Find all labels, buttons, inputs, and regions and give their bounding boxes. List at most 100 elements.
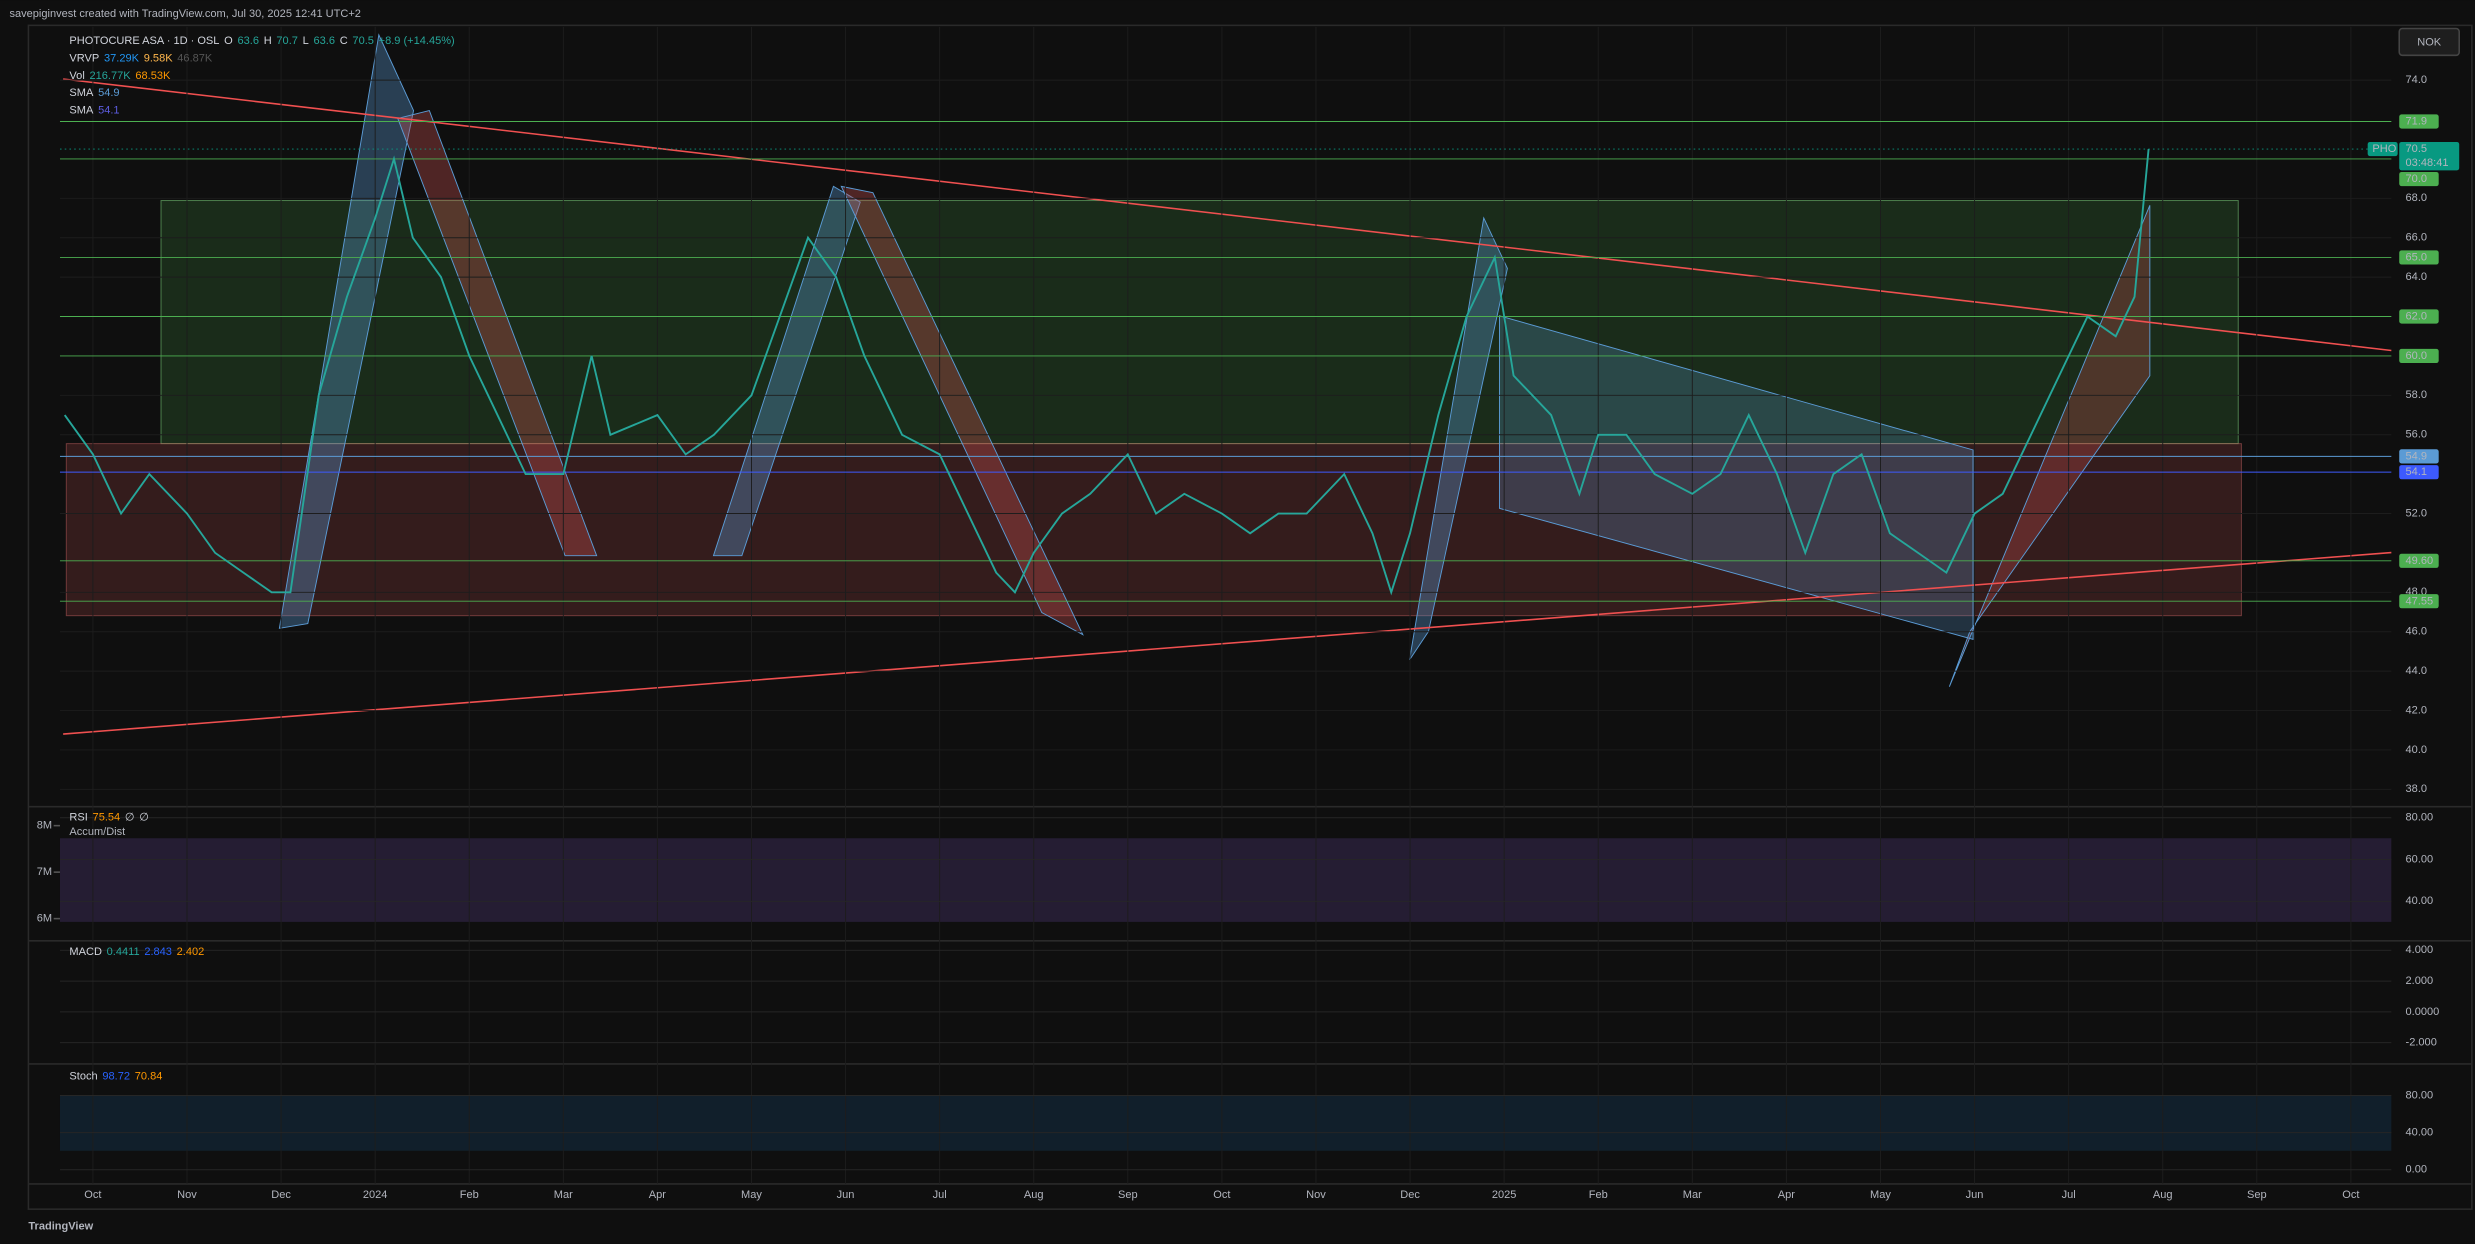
- brand: TradingView: [28, 1220, 93, 1232]
- x-tick-label: May: [1870, 1189, 1891, 1201]
- legend-row: VRVP 37.29K 9.58K 46.87K: [69, 52, 212, 64]
- x-tick-label: Sep: [1118, 1189, 1138, 1201]
- symbol-tag: [2367, 141, 2398, 157]
- price-tag: [2399, 465, 2439, 480]
- x-tick-label: Oct: [1213, 1189, 1230, 1201]
- pattern-channel: [1499, 315, 1974, 640]
- price-tag: [2399, 553, 2439, 568]
- legend-row: PHOTOCURE ASA · 1D · OSL O 63.6 H 70.7 L 63.6 C…: [69, 35, 454, 47]
- legend-item: 75.54: [93, 812, 121, 824]
- price-tag: [2399, 250, 2439, 265]
- legend-item: SMA: [69, 87, 94, 99]
- legend-item: L: [303, 35, 309, 47]
- legend-item: 2.402: [177, 946, 205, 958]
- x-tick-label: Sep: [2247, 1189, 2267, 1201]
- legend-item: H: [264, 35, 272, 47]
- stoch-band: [59, 1095, 2392, 1151]
- x-tick-label: Oct: [84, 1189, 101, 1201]
- legend-item: 70.7: [276, 35, 297, 47]
- price-tag: [2399, 348, 2439, 364]
- legend-item: Stoch: [69, 1071, 97, 1083]
- price-tag-label: 49.60: [2406, 555, 2434, 567]
- x-tick-label: Mar: [554, 1189, 573, 1201]
- legend-row: MACD 0.4411 2.843 2.402: [69, 946, 204, 958]
- legend-item: 98.72: [102, 1071, 130, 1083]
- y-tick-label: 0.00: [2406, 1164, 2427, 1176]
- x-tick-label: Mar: [1683, 1189, 1702, 1201]
- trend-line: [63, 78, 2392, 352]
- green-zone: [160, 200, 2239, 445]
- y-tick-label: 64.0: [2406, 271, 2427, 283]
- y-tick-label: 60.00: [2406, 853, 2434, 865]
- price-tag-label: 60.0: [2406, 350, 2427, 362]
- y-tick-label: 44.0: [2406, 665, 2427, 677]
- x-tick-label: Feb: [1589, 1189, 1608, 1201]
- legend-row: SMA 54.1: [69, 105, 119, 117]
- x-tick-label: May: [741, 1189, 762, 1201]
- price-tag: [2399, 449, 2439, 464]
- x-tick-label: Jun: [837, 1189, 855, 1201]
- x-tick-label: Jun: [1966, 1189, 1984, 1201]
- currency-button[interactable]: [2398, 27, 2461, 57]
- x-tick-label: Apr: [649, 1189, 666, 1201]
- x-tick-label: Dec: [1400, 1189, 1420, 1201]
- legend-item: ∅: [139, 812, 149, 824]
- pattern-leg: [1409, 216, 1508, 661]
- x-tick-label: Jul: [933, 1189, 947, 1201]
- legend-item: VRVP: [69, 52, 99, 64]
- x-tick-label: Feb: [460, 1189, 479, 1201]
- legend-item: MACD: [69, 946, 102, 958]
- x-tick-label: Nov: [177, 1189, 197, 1201]
- y2-tick-label: 8M: [37, 820, 52, 832]
- price-tag-label: 54.9: [2406, 450, 2427, 462]
- price-tag: [2399, 141, 2460, 171]
- currency-label[interactable]: NOK: [2417, 37, 2442, 49]
- pattern-leg: [712, 185, 861, 557]
- legend-item: 63.6: [314, 35, 335, 47]
- legend-item: O: [224, 35, 233, 47]
- y-tick-label: 4.000: [2406, 944, 2434, 956]
- y2-tick-label: 7M: [37, 866, 52, 878]
- x-tick-label: 2024: [363, 1189, 388, 1201]
- trend-line: [63, 551, 2392, 735]
- legend-item: PHOTOCURE ASA · 1D · OSL: [69, 35, 219, 47]
- legend-item: 68.53K: [135, 70, 171, 82]
- symbol-tag-label: PHO: [2372, 143, 2396, 155]
- price-tag: [2399, 309, 2439, 324]
- y-tick-label: 40.00: [2406, 1127, 2434, 1139]
- x-tick-label: Apr: [1778, 1189, 1795, 1201]
- rsi-band: [59, 838, 2392, 922]
- y-tick-label: 40.00: [2406, 895, 2434, 907]
- price-tag: [2399, 114, 2439, 129]
- y-tick-label: 80.00: [2406, 812, 2434, 824]
- legend-item: 37.29K: [104, 52, 140, 64]
- price-tag: [2399, 171, 2439, 187]
- y-tick-label: 56.0: [2406, 429, 2427, 441]
- y-tick-label: 58.0: [2406, 389, 2427, 401]
- legend-row: Stoch 98.72 70.84: [69, 1071, 162, 1083]
- y-tick-label: 52.0: [2406, 507, 2427, 519]
- legend-item: 63.6: [238, 35, 259, 47]
- legend-row: SMA 54.9: [69, 87, 119, 99]
- y-tick-label: 2.000: [2406, 975, 2434, 987]
- legend-item: 54.1: [98, 105, 119, 117]
- x-tick-label: 2025: [1492, 1189, 1517, 1201]
- price-tag-label: 71.9: [2406, 116, 2427, 128]
- x-tick-label: Jul: [2062, 1189, 2076, 1201]
- x-tick-label: Aug: [1024, 1189, 1044, 1201]
- legend-row: RSI 75.54 ∅ ∅: [69, 812, 148, 824]
- legend-item: 54.9: [98, 87, 119, 99]
- price-tag-label: 65.0: [2406, 252, 2427, 264]
- legend-item: 0.4411: [107, 946, 140, 958]
- price-tag-label: 62.0: [2406, 311, 2427, 323]
- pattern-leg: [840, 185, 1084, 636]
- y2-tick-label: 6M: [37, 913, 52, 925]
- price-tag-label: 70.5: [2406, 143, 2427, 155]
- legend-item: SMA: [69, 105, 94, 117]
- legend-item: 46.87K: [177, 52, 213, 64]
- x-tick-label: Dec: [271, 1189, 291, 1201]
- pattern-leg: [397, 110, 598, 557]
- legend-item: C: [340, 35, 348, 47]
- y-tick-label: 66.0: [2406, 232, 2427, 244]
